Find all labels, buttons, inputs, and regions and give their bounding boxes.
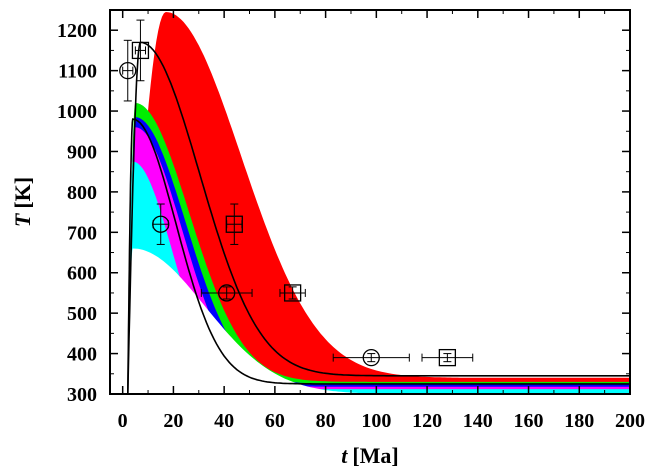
circle-point-4 <box>332 348 410 367</box>
y-tick-label: 1200 <box>57 20 97 42</box>
x-tick-label: 0 <box>118 410 128 432</box>
y-tick-label: 300 <box>67 384 97 406</box>
x-tick-label: 100 <box>361 410 391 432</box>
model-curve-2 <box>127 118 630 394</box>
square-point-1 <box>131 19 150 82</box>
circle-marker <box>152 215 170 233</box>
y-tick-label: 500 <box>67 303 97 325</box>
x-tick-label: 120 <box>412 410 442 432</box>
square-marker <box>131 41 150 60</box>
data-points <box>119 19 474 367</box>
plot-frame <box>109 9 631 395</box>
axis-ticks <box>110 10 631 395</box>
circle-point-1 <box>119 39 137 102</box>
x-tick-label: 40 <box>214 410 234 432</box>
area-bands <box>127 12 630 394</box>
y-tick-label: 1000 <box>57 101 97 123</box>
x-tick-label: 180 <box>564 410 594 432</box>
square-point-2 <box>225 203 243 245</box>
circle-point-3 <box>200 284 253 302</box>
tick-labels: 0 20 40 60 80 100 120 140 160 180 200 300 400 500 600 7… <box>57 20 645 432</box>
y-tick-label: 600 <box>67 263 97 285</box>
x-tick-label: 80 <box>316 410 336 432</box>
circle-marker <box>362 348 380 367</box>
y-axis-symbol: T <box>10 212 35 227</box>
x-tick-label: 160 <box>514 410 544 432</box>
square-marker <box>225 215 243 233</box>
area-band-1 <box>127 12 630 394</box>
x-tick-label: 200 <box>615 410 645 432</box>
square-marker <box>438 348 457 367</box>
model-curve-1 <box>127 41 630 394</box>
y-tick-label: 800 <box>67 182 97 204</box>
y-tick-label: 1100 <box>58 61 97 83</box>
y-tick-label: 900 <box>67 141 97 163</box>
x-axis-unit: [Ma] <box>352 443 398 468</box>
y-axis-label: T [K] <box>10 177 35 227</box>
square-point-4 <box>421 348 474 367</box>
y-axis-unit: [K] <box>10 177 35 209</box>
x-tick-label: 140 <box>463 410 493 432</box>
x-tick-label: 60 <box>265 410 285 432</box>
square-point-3 <box>279 284 306 302</box>
y-tick-label: 400 <box>67 344 97 366</box>
circle-marker <box>218 284 236 302</box>
area-band-6 <box>127 248 630 394</box>
y-tick-label: 700 <box>67 222 97 244</box>
model-curves <box>127 41 630 394</box>
x-tick-label: 20 <box>163 410 183 432</box>
circle-marker <box>119 61 137 80</box>
square-marker <box>283 284 302 302</box>
circle-point-2 <box>152 203 170 245</box>
x-axis-label: t [Ma] <box>341 443 399 468</box>
x-axis-symbol: t <box>341 443 348 468</box>
